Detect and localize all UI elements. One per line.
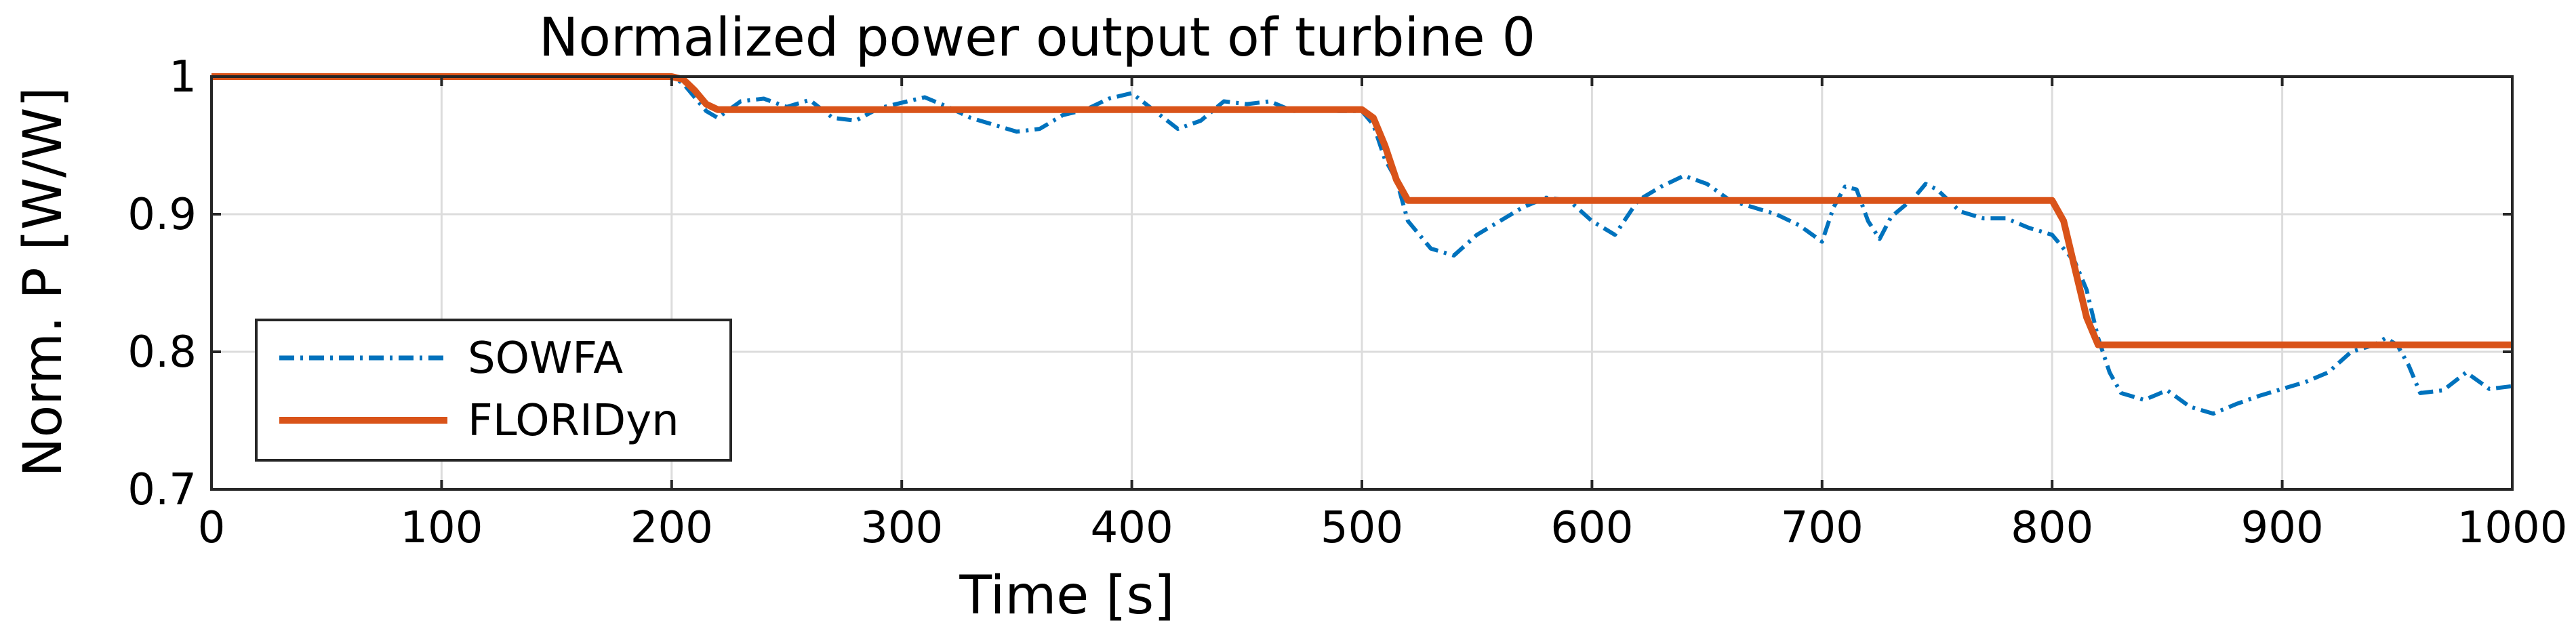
y-tick-label: 0.9 bbox=[127, 190, 197, 240]
y-tick-label: 0.7 bbox=[127, 465, 197, 515]
y-tick-label: 0.8 bbox=[127, 327, 197, 378]
x-tick-label: 500 bbox=[1321, 503, 1403, 553]
x-tick-label: 100 bbox=[400, 503, 483, 553]
series-line-floridyn bbox=[212, 73, 2512, 348]
x-tick-label: 1000 bbox=[2457, 503, 2568, 553]
x-tick-label: 400 bbox=[1091, 503, 1173, 553]
x-tick-label: 600 bbox=[1550, 503, 1633, 553]
legend: SOWFA FLORIDyn bbox=[255, 319, 732, 462]
legend-label-floridyn: FLORIDyn bbox=[468, 396, 679, 446]
series-layer bbox=[212, 73, 2513, 416]
x-tick-label: 800 bbox=[2011, 503, 2093, 553]
x-tick-label: 300 bbox=[860, 503, 943, 553]
x-axis-label: Time [s] bbox=[959, 565, 1174, 626]
x-tick-label: 0 bbox=[198, 503, 226, 553]
y-tick-label: 1 bbox=[169, 52, 197, 102]
x-tick-label: 200 bbox=[630, 503, 713, 553]
x-tick-label: 900 bbox=[2241, 503, 2324, 553]
legend-box bbox=[255, 319, 732, 462]
chart-title: Normalized power output of turbine 0 bbox=[539, 7, 1535, 68]
legend-label-sowfa: SOWFA bbox=[468, 333, 623, 384]
x-ticks: 0 100 200 300 400 500 600 700 800 900 1000 bbox=[198, 77, 2568, 553]
y-ticks: 0.7 0.8 0.9 1 bbox=[127, 52, 2512, 515]
y-axis-label: Norm. P [W/W] bbox=[13, 87, 74, 477]
x-tick-label: 700 bbox=[1781, 503, 1864, 553]
series-line-sowfa bbox=[212, 75, 2513, 416]
